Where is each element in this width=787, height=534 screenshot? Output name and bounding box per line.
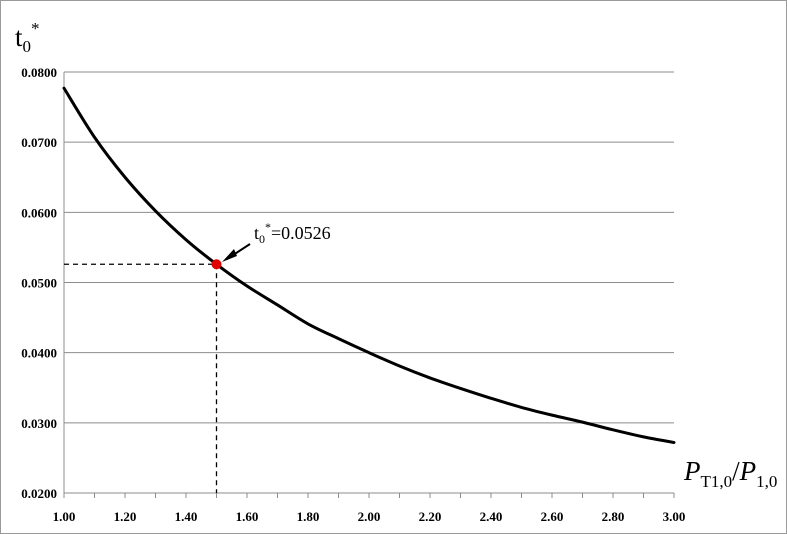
y-tick-label: 0.0200 — [21, 486, 57, 501]
x-tick-label: 1.60 — [236, 509, 259, 524]
x-tick-label: 2.40 — [480, 509, 503, 524]
y-tick-label: 0.0400 — [21, 346, 57, 361]
y-axis-label-sup: * — [31, 19, 40, 38]
x-axis-label: PT1,0/P1,0 — [683, 456, 777, 491]
x-axis-label-num-base: P — [683, 456, 701, 486]
y-tick-label: 0.0500 — [21, 276, 57, 291]
y-axis-label-base: t — [15, 22, 23, 52]
y-tick-label: 0.0800 — [21, 65, 57, 80]
x-tick-label: 1.40 — [175, 509, 198, 524]
series-line — [62, 86, 676, 444]
annotation-base: t — [254, 223, 259, 243]
y-axis-label-sub: 0 — [23, 37, 32, 56]
y-tick-label: 0.0300 — [21, 416, 57, 431]
x-tick-label: 2.00 — [358, 509, 381, 524]
x-axis-label-den-base: P — [739, 456, 757, 486]
x-tick-label: 1.20 — [114, 509, 137, 524]
y-tick-label: 0.0700 — [21, 135, 57, 150]
annotation-value: =0.0526 — [271, 223, 331, 243]
annotation-sup: * — [265, 220, 271, 234]
axis-layer — [63, 72, 675, 498]
x-axis-label-num-sub: T1,0 — [701, 472, 733, 491]
x-axis-label-slash: / — [732, 456, 740, 486]
x-tick-label: 2.80 — [602, 509, 625, 524]
y-axis-label: t0* — [15, 19, 40, 56]
y-tick-label: 0.0600 — [21, 205, 57, 220]
x-tick-label: 3.00 — [663, 509, 686, 524]
x-axis-label-den-sub: 1,0 — [756, 472, 777, 491]
x-tick-label: 1.80 — [297, 509, 320, 524]
annotation-sub: 0 — [259, 232, 265, 246]
highlight-layer — [211, 259, 222, 270]
y-tick-labels: 0.0200 0.0300 0.0400 0.0500 0.0600 0.0700 0.08… — [21, 65, 57, 501]
x-tick-label: 2.20 — [419, 509, 442, 524]
guide-lines — [64, 263, 218, 493]
highlight-annotation: t0*=0.0526 — [254, 220, 331, 246]
highlight-point — [211, 259, 222, 270]
annotation-arrow-head — [222, 249, 237, 262]
grid-layer — [64, 71, 674, 424]
x-tick-label: 2.60 — [541, 509, 564, 524]
x-tick-labels: 1.00 1.20 1.40 1.60 1.80 2.00 2.20 2.40 2.60 2.80… — [53, 509, 686, 524]
x-tick-label: 1.00 — [53, 509, 76, 524]
series-layer — [62, 86, 676, 444]
